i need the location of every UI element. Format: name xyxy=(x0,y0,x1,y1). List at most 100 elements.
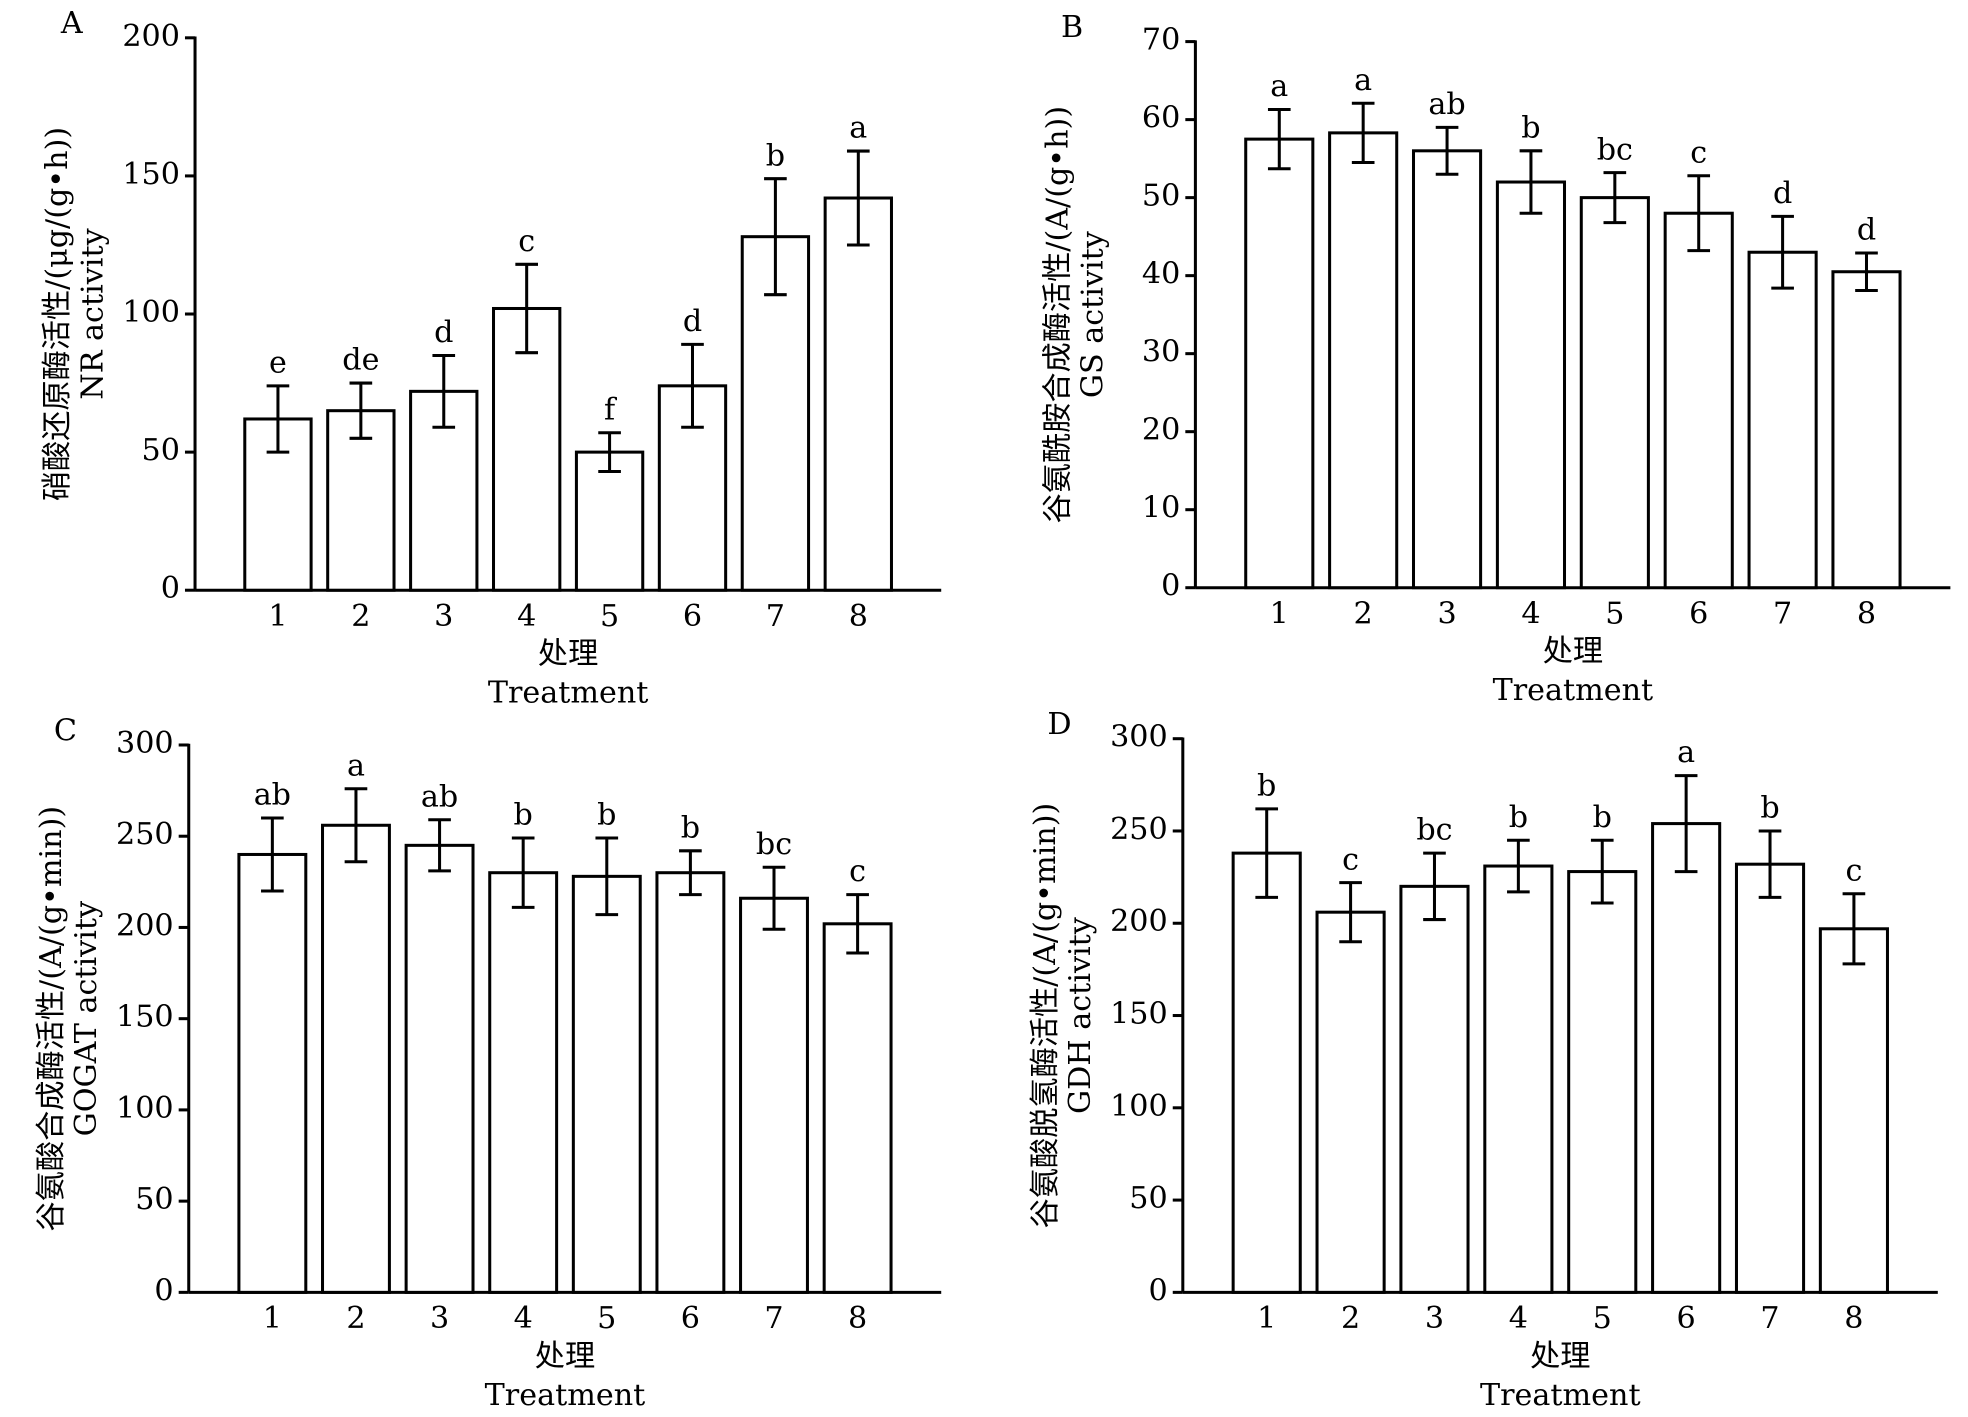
error-bar xyxy=(1842,892,1866,966)
bar xyxy=(1231,851,1302,1294)
y-tick-label: 60 xyxy=(1142,101,1180,136)
significance-label: d xyxy=(434,315,453,350)
significance-label: c xyxy=(518,224,535,259)
significance-label: c xyxy=(849,854,866,889)
x-tick-label: 3 xyxy=(430,1301,449,1336)
bar xyxy=(237,852,308,1294)
error-bar xyxy=(266,384,290,454)
significance-label: ab xyxy=(1428,87,1465,122)
x-tick-label: 3 xyxy=(1425,1301,1444,1336)
y-tick-label: 200 xyxy=(122,19,180,54)
y-tick-label: 200 xyxy=(1110,904,1168,939)
x-tick-label: 1 xyxy=(1257,1301,1276,1336)
x-tick-label: 8 xyxy=(1844,1301,1863,1336)
y-tick-label: 250 xyxy=(116,817,174,852)
significance-label: b xyxy=(1760,791,1779,826)
x-tick-label: 5 xyxy=(1605,596,1624,631)
panel-label: C xyxy=(54,713,77,748)
x-tick-label: 2 xyxy=(346,1301,365,1336)
y-tick-label: 50 xyxy=(135,1182,173,1217)
x-tick-label: 1 xyxy=(1270,596,1289,631)
significance-label: bc xyxy=(1597,132,1633,167)
y-tick-label: 0 xyxy=(1161,569,1180,604)
error-bar xyxy=(598,431,621,473)
error-bar xyxy=(762,865,786,931)
x-axis-label-en: Treatment xyxy=(1480,1378,1641,1413)
y-tick-label: 70 xyxy=(1142,23,1180,58)
x-tick-label: 6 xyxy=(683,599,702,634)
error-bar xyxy=(261,816,284,893)
y-tick-label: 150 xyxy=(122,157,180,192)
x-axis-label-en: Treatment xyxy=(488,676,649,711)
significance-label: b xyxy=(1521,110,1540,145)
significance-label: ab xyxy=(254,778,291,813)
x-tick-label: 4 xyxy=(1509,1301,1528,1336)
significance-label: a xyxy=(1677,735,1695,770)
error-bar xyxy=(595,836,619,917)
error-bar xyxy=(1758,829,1782,899)
error-bar xyxy=(1255,807,1279,899)
x-tick-label: 8 xyxy=(1857,596,1876,631)
significance-label: bc xyxy=(1416,813,1452,848)
error-bar xyxy=(846,893,869,955)
y-tick-label: 0 xyxy=(161,571,180,606)
error-bar xyxy=(1687,174,1711,253)
bar xyxy=(1579,196,1650,590)
x-tick-label: 4 xyxy=(1521,596,1540,631)
bar xyxy=(1747,250,1818,590)
bar xyxy=(823,196,893,592)
y-tick-label: 50 xyxy=(1142,179,1180,214)
y-axis-label: 谷氨酸脱氢酶活性/(A/(g•min)) xyxy=(1028,803,1063,1229)
y-tick-label: 300 xyxy=(1110,720,1168,755)
bar xyxy=(822,922,893,1294)
significance-label: c xyxy=(1342,842,1359,877)
significance-label: ab xyxy=(421,779,458,814)
significance-label: b xyxy=(597,798,616,833)
bar xyxy=(655,871,726,1294)
y-tick-label: 200 xyxy=(116,908,174,943)
y-tick-label: 250 xyxy=(1110,812,1168,847)
error-bar xyxy=(344,787,368,864)
y-tick-label: 100 xyxy=(122,295,180,330)
y-axis-label: 谷氨酰胺合成酶活性/(A/(g•h)) xyxy=(1040,106,1075,524)
bar xyxy=(1411,149,1483,590)
significance-label: a xyxy=(849,111,867,146)
y-tick-label: 40 xyxy=(1142,257,1180,292)
error-bar xyxy=(1267,107,1291,171)
error-bar xyxy=(1771,214,1794,290)
x-tick-label: 1 xyxy=(268,599,287,634)
x-tick-label: 3 xyxy=(1437,596,1456,631)
x-tick-label: 7 xyxy=(764,1301,783,1336)
x-axis-label-en: Treatment xyxy=(485,1378,646,1413)
x-tick-label: 8 xyxy=(848,1301,867,1336)
x-tick-label: 6 xyxy=(1689,596,1708,631)
x-tick-label: 5 xyxy=(597,1301,616,1336)
x-tick-label: 8 xyxy=(849,599,868,634)
y-tick-label: 0 xyxy=(1148,1273,1167,1308)
significance-label: c xyxy=(1690,135,1707,170)
error-bar xyxy=(846,149,870,247)
significance-label: d xyxy=(1773,176,1792,211)
y-tick-label: 100 xyxy=(1110,1089,1168,1124)
x-axis-label: 处理 xyxy=(1530,1339,1590,1374)
panel-label: A xyxy=(60,6,84,41)
significance-label: b xyxy=(1509,800,1528,835)
bar xyxy=(1831,270,1902,590)
error-bar xyxy=(349,381,373,440)
x-tick-label: 7 xyxy=(766,599,785,634)
significance-label: f xyxy=(604,392,617,427)
bar xyxy=(404,843,475,1294)
error-bar xyxy=(1507,838,1530,894)
bar xyxy=(1651,822,1722,1294)
significance-label: b xyxy=(681,810,700,845)
bar xyxy=(1315,910,1386,1294)
y-tick-label: 50 xyxy=(1129,1181,1167,1216)
y-axis-label-en: GS activity xyxy=(1076,231,1111,398)
y-tick-label: 150 xyxy=(1110,997,1168,1032)
x-axis-label: 处理 xyxy=(1543,634,1603,669)
error-bar xyxy=(428,818,451,873)
x-axis-label: 处理 xyxy=(538,637,598,672)
y-tick-label: 10 xyxy=(1142,491,1180,526)
significance-label: de xyxy=(342,343,379,378)
